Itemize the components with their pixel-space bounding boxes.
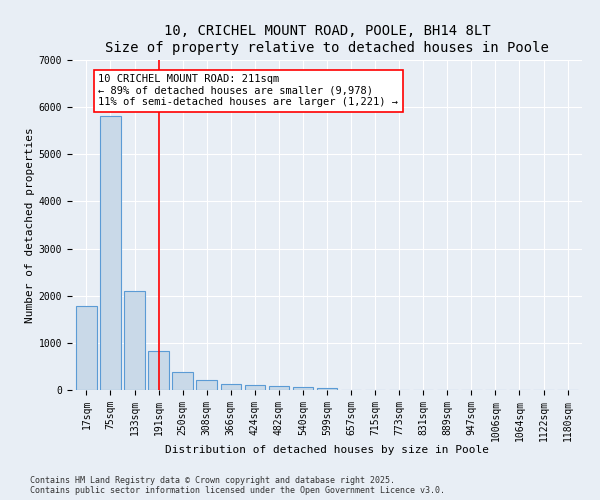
Bar — [221, 384, 241, 390]
Bar — [124, 292, 145, 390]
Bar — [76, 306, 97, 390]
X-axis label: Distribution of detached houses by size in Poole: Distribution of detached houses by size … — [165, 445, 489, 455]
Bar — [245, 386, 265, 390]
Bar — [269, 386, 289, 390]
Bar — [293, 387, 313, 390]
Bar — [317, 388, 337, 390]
Bar — [172, 372, 193, 390]
Bar — [100, 116, 121, 390]
Title: 10, CRICHEL MOUNT ROAD, POOLE, BH14 8LT
Size of property relative to detached ho: 10, CRICHEL MOUNT ROAD, POOLE, BH14 8LT … — [105, 24, 549, 54]
Bar — [148, 352, 169, 390]
Bar — [196, 380, 217, 390]
Y-axis label: Number of detached properties: Number of detached properties — [25, 127, 35, 323]
Text: Contains HM Land Registry data © Crown copyright and database right 2025.
Contai: Contains HM Land Registry data © Crown c… — [30, 476, 445, 495]
Text: 10 CRICHEL MOUNT ROAD: 211sqm
← 89% of detached houses are smaller (9,978)
11% o: 10 CRICHEL MOUNT ROAD: 211sqm ← 89% of d… — [98, 74, 398, 108]
